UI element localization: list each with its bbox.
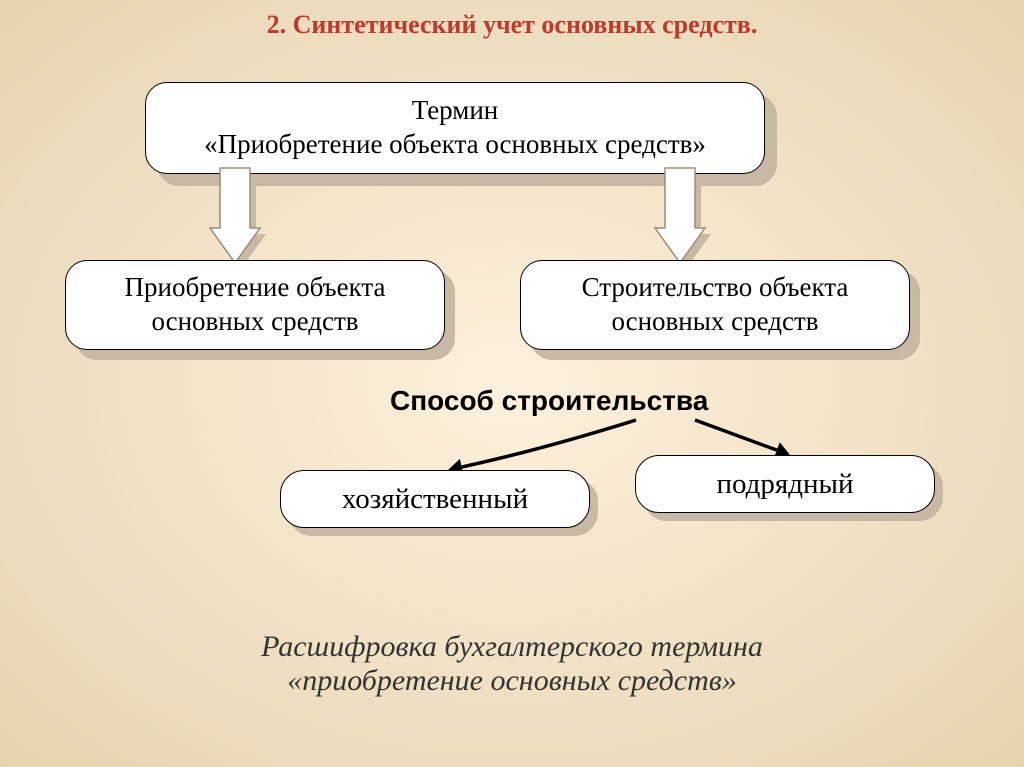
box-contract-method: подрядный [635,455,935,513]
diagram-canvas: 2. Синтетический учет основных средств. … [0,0,1024,767]
caption-line1: Расшифровка бухгалтерского термина [0,630,1024,664]
caption-line2: «приобретение основных средств» [0,664,1024,698]
diagram-caption: Расшифровка бухгалтерского термина «прио… [0,630,1024,698]
box-contract-method-text: подрядный [716,466,853,502]
box-economic-method-text: хозяйственный [342,481,528,517]
box-economic-method: хозяйственный [280,470,590,528]
